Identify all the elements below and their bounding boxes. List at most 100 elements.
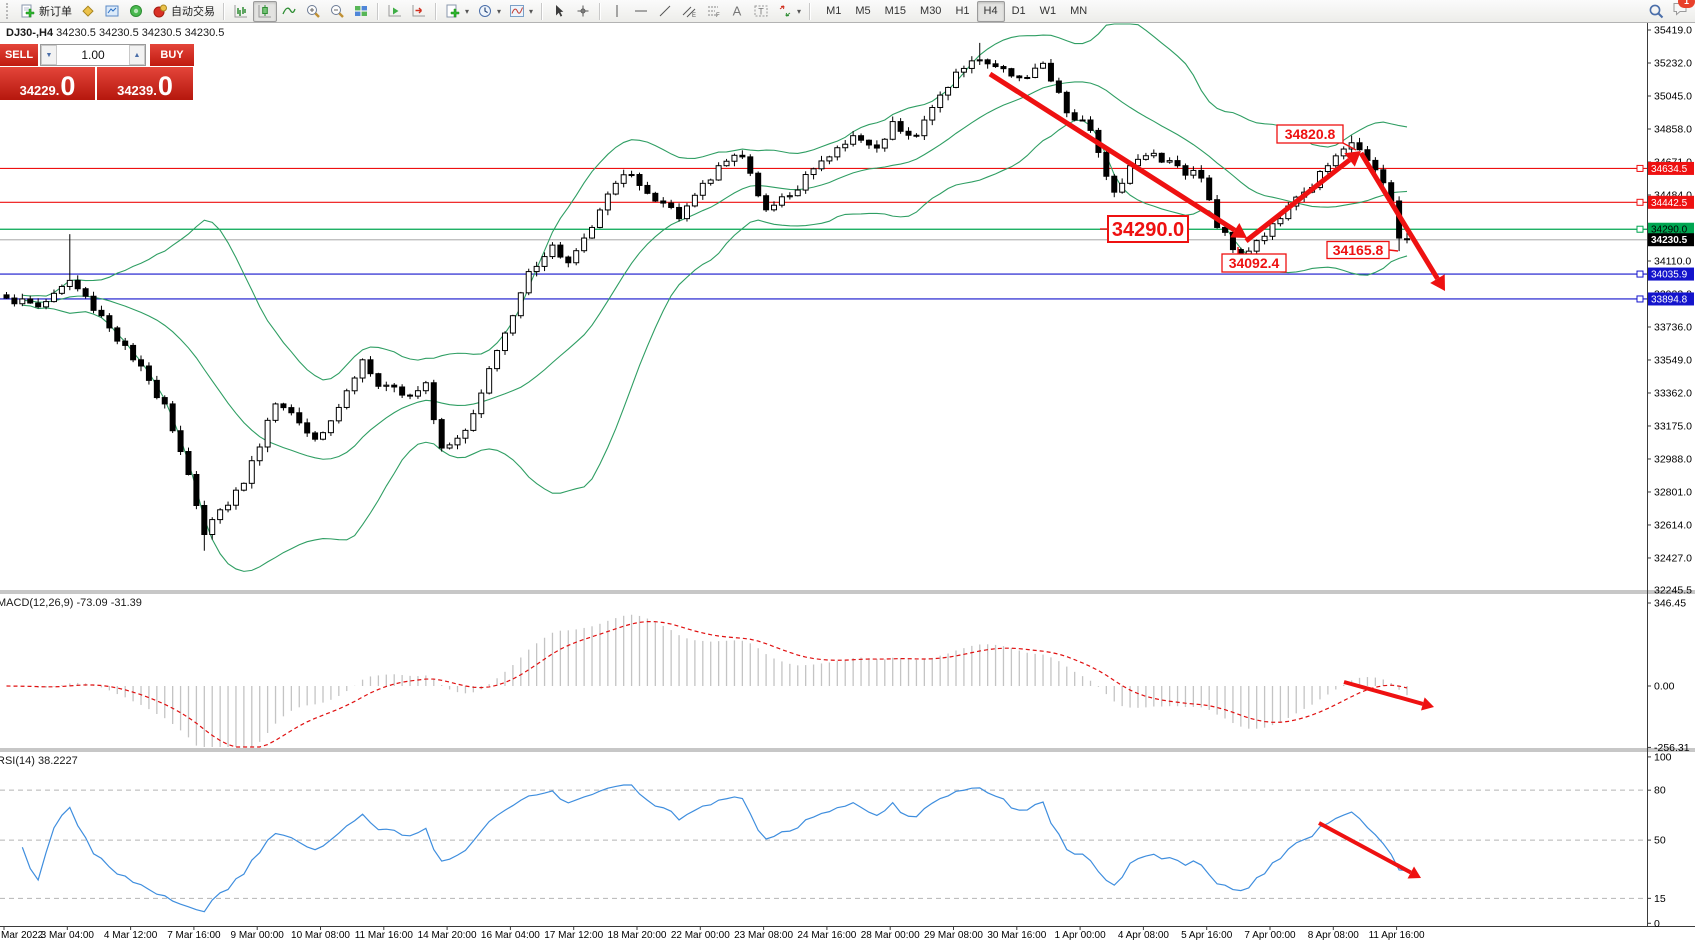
candle-body <box>1032 67 1039 78</box>
volume-input[interactable]: 1.00 <box>81 48 105 62</box>
line-chart-button[interactable] <box>277 1 301 22</box>
candle-body <box>755 172 762 197</box>
timeframe-button-w1[interactable]: W1 <box>1039 4 1057 17</box>
candle-body <box>296 412 303 424</box>
zoom-in-button[interactable] <box>301 1 325 22</box>
timeframe-button-h1[interactable]: H1 <box>955 4 970 17</box>
buy-button[interactable]: BUY <box>150 44 194 66</box>
toolbar-grip[interactable] <box>6 3 13 19</box>
timeframe-button-m5[interactable]: M5 <box>855 4 871 17</box>
bar-chart-icon <box>233 3 249 19</box>
trend-arrow-line[interactable] <box>1244 157 1352 243</box>
line-handle[interactable] <box>1636 225 1644 233</box>
volume-decrease-button[interactable]: ▼ <box>41 45 57 65</box>
price-line-label-text: 34442.5 <box>1651 198 1688 209</box>
price-line-label-text: 34290.0 <box>1651 225 1688 236</box>
bar-chart-button[interactable] <box>229 1 253 22</box>
candle-body <box>525 271 532 294</box>
line-handle[interactable] <box>1636 164 1644 172</box>
trend-arrow-head[interactable] <box>1407 866 1421 879</box>
new-template-button[interactable]: ▾ <box>441 1 473 22</box>
annotation-box[interactable] <box>1276 124 1344 144</box>
sell-button[interactable]: SELL <box>0 44 38 66</box>
axis-tick-label: 100 <box>1654 751 1672 763</box>
trend-arrow-head[interactable] <box>1230 223 1247 238</box>
trend-arrow-line[interactable] <box>988 71 1237 233</box>
annotation-box[interactable] <box>1107 215 1189 243</box>
crosshair-tool-button[interactable] <box>571 1 595 22</box>
trend-arrow-line[interactable] <box>1318 821 1412 875</box>
macd-label: MACD(12,26,9) -73.09 -31.39 <box>0 597 142 609</box>
indicators-button[interactable]: ▾ <box>505 1 537 22</box>
candle-body <box>98 309 105 317</box>
timeframe-button-mn[interactable]: MN <box>1070 4 1088 17</box>
alerts-button[interactable] <box>124 1 148 22</box>
time-label: 1 Apr 00:00 <box>1055 930 1107 941</box>
time-label: 16 Mar 04:00 <box>481 930 540 941</box>
candle-body <box>533 265 540 273</box>
sell-price-main: 34229. <box>19 83 60 98</box>
candle-body <box>1087 119 1094 131</box>
candle-body <box>414 390 421 397</box>
charts-window-button[interactable] <box>100 1 124 22</box>
chart-shift-button[interactable] <box>407 1 431 22</box>
candle-body <box>992 63 999 68</box>
equidistant-channel-tool-button[interactable]: E <box>677 1 701 22</box>
annotation-box[interactable] <box>1221 253 1287 273</box>
candle-body <box>145 365 152 381</box>
timeframe-button-d1[interactable]: D1 <box>1011 4 1026 17</box>
trend-arrow-head[interactable] <box>1421 697 1434 711</box>
cursor-tool-button[interactable] <box>547 1 571 22</box>
tile-windows-button[interactable] <box>349 1 373 22</box>
trend-arrow-line[interactable] <box>1358 151 1440 280</box>
candle-body <box>122 340 129 346</box>
trend-line-tool-button[interactable] <box>653 1 677 22</box>
periods-button[interactable]: ▾ <box>473 1 505 22</box>
bollinger-middle-band <box>22 81 1408 460</box>
candle-body <box>501 332 508 352</box>
candle-body <box>596 209 603 228</box>
chat-button[interactable]: 1 <box>1672 0 1695 22</box>
trend-arrow-head[interactable] <box>1430 274 1445 291</box>
auto-scroll-button[interactable] <box>383 1 407 22</box>
timeframe-button-h4[interactable]: H4 <box>976 0 1005 22</box>
line-handle[interactable] <box>1636 270 1644 278</box>
trend-arrow-head[interactable] <box>1344 151 1361 167</box>
search-icon[interactable] <box>1648 3 1664 19</box>
zoom-out-button[interactable] <box>325 1 349 22</box>
candlestick-chart-button[interactable] <box>253 0 277 22</box>
candle-body <box>82 288 89 297</box>
line-handle[interactable] <box>1636 198 1644 206</box>
timeframe-button-m1[interactable]: M1 <box>826 4 842 17</box>
sell-price-display[interactable]: 34229. 0 <box>0 67 95 100</box>
text-label-tool-button[interactable]: T <box>749 1 773 22</box>
new-order-button[interactable]: 新订单 <box>16 1 76 22</box>
horizontal-line-tool-button[interactable] <box>629 1 653 22</box>
arrows-tool-button[interactable]: ▾ <box>773 1 805 22</box>
text-tool-button[interactable]: A <box>725 1 749 22</box>
candle-body <box>747 156 754 174</box>
profile-button[interactable] <box>76 1 100 22</box>
timeframe-button-m30[interactable]: M30 <box>920 4 942 17</box>
volume-stepper: ▼ 1.00 ▲ <box>40 44 146 66</box>
candle-body <box>1047 62 1054 82</box>
line-handle[interactable] <box>1636 295 1644 303</box>
candle-body <box>11 297 18 305</box>
candle-body <box>1229 231 1236 251</box>
candle-body <box>1119 182 1126 193</box>
volume-increase-button[interactable]: ▲ <box>129 45 145 65</box>
fibonacci-tool-button[interactable]: F <box>701 1 725 22</box>
candle-body <box>913 134 920 137</box>
auto-trading-button[interactable]: 自动交易 <box>148 1 219 22</box>
trend-arrow-line[interactable] <box>1343 680 1424 706</box>
buy-price-display[interactable]: 34239. 0 <box>97 67 193 100</box>
candle-body <box>1127 165 1134 184</box>
annotation-box[interactable] <box>1326 240 1390 260</box>
candle-body <box>256 446 263 462</box>
axis-tick-label: 33736.0 <box>1654 321 1692 333</box>
timeframe-button-m15[interactable]: M15 <box>884 4 907 17</box>
candle-body <box>976 59 983 62</box>
vertical-line-tool-button[interactable] <box>605 1 629 22</box>
price-line-label <box>1648 195 1694 209</box>
periods-clock-icon <box>477 3 493 19</box>
